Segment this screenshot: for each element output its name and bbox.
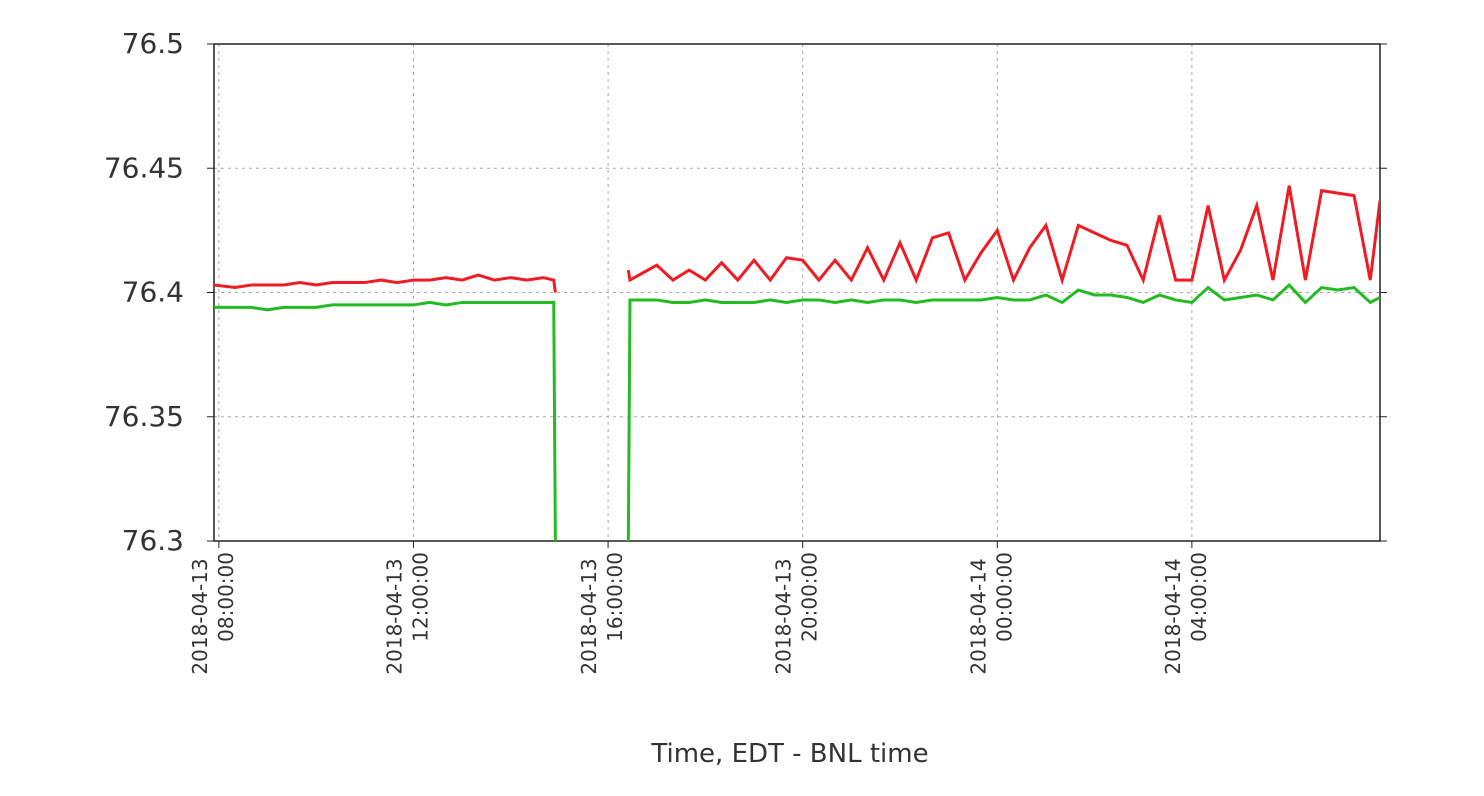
y-tick-label: 76.45 — [104, 151, 184, 184]
y-tick-label: 76.3 — [122, 524, 184, 557]
line-series — [214, 282, 1380, 541]
plot-frame — [213, 43, 1381, 542]
x-tick-label: 2018-04-13 20:00:00 — [772, 552, 822, 675]
x-tick-label: 2018-04-13 16:00:00 — [577, 552, 627, 675]
x-tick-label: 2018-04-13 12:00:00 — [382, 552, 432, 675]
line-series — [214, 185, 1380, 293]
x-tick-label: 2018-04-13 08:00:00 — [188, 552, 238, 675]
x-tick-label: 2018-04-14 00:00:00 — [966, 552, 1016, 675]
y-tick-label: 76.5 — [122, 27, 184, 60]
y-tick-label: 76.4 — [122, 276, 184, 309]
x-axis-label: Time, EDT - BNL time — [650, 739, 928, 769]
x-tick-label: 2018-04-14 04:00:00 — [1161, 552, 1211, 675]
y-tick-label: 76.35 — [104, 400, 184, 433]
